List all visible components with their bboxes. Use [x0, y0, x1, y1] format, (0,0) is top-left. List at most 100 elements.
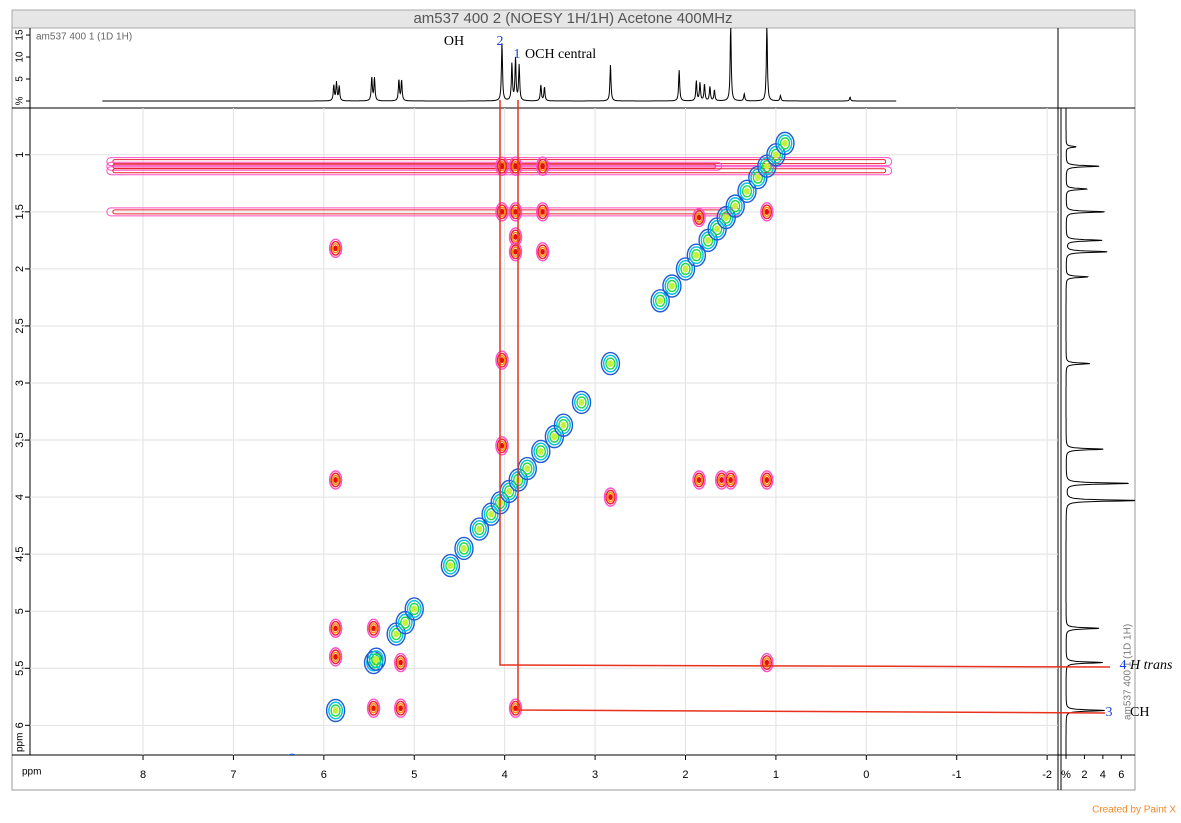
contour-level — [369, 703, 378, 714]
right-tick-label: % — [1061, 769, 1071, 781]
contour-level — [447, 562, 454, 570]
contour-level — [763, 657, 771, 668]
contour-level — [325, 698, 346, 723]
contour-level — [499, 442, 505, 449]
contour-level — [775, 131, 795, 156]
contour-level — [657, 297, 664, 305]
contour-level — [537, 158, 548, 174]
y-tick-label: 5,5 — [14, 661, 26, 676]
contour-level — [331, 243, 340, 254]
cross-peak — [662, 274, 682, 298]
contour-level — [400, 616, 411, 629]
cross-peak — [737, 179, 757, 203]
contour-level — [333, 625, 338, 632]
right-tick-label: 6 — [1118, 769, 1124, 781]
contour-level — [474, 522, 485, 536]
x-axis-label: ppm — [22, 767, 41, 778]
contour-level — [727, 197, 743, 216]
frame — [11, 9, 1136, 791]
contour-level — [666, 279, 678, 293]
contour-level — [469, 517, 490, 541]
contour-level — [330, 704, 341, 717]
contour-level — [330, 620, 341, 636]
annotation-label: H trans — [1129, 658, 1173, 673]
cross-peak — [366, 618, 381, 639]
contour-level — [535, 202, 550, 222]
contour-level — [741, 185, 753, 198]
cross-peak — [469, 517, 490, 541]
annotation-label: OH — [444, 34, 464, 49]
contour-level — [574, 393, 589, 412]
cross-peak — [571, 390, 592, 415]
contour-level — [763, 206, 771, 218]
contour-level — [725, 194, 745, 218]
contour-level — [537, 244, 548, 260]
cross-peak — [495, 350, 509, 370]
top-tick-label: 15 — [15, 29, 26, 41]
contour-level — [533, 442, 549, 461]
contour-level — [508, 227, 523, 247]
top-tick-label: 10 — [15, 51, 26, 63]
contour-level — [555, 416, 571, 435]
contour-level — [328, 470, 343, 490]
contour-level — [331, 651, 340, 663]
contour-level — [409, 602, 420, 616]
cross-peak — [535, 242, 550, 262]
contour-level — [519, 459, 535, 478]
cross-peak — [393, 698, 408, 718]
cross-peak — [724, 470, 738, 490]
contour-level — [739, 182, 755, 201]
cross-peak — [508, 202, 523, 222]
contour-level — [503, 485, 515, 498]
contour-level — [498, 160, 506, 172]
cross-peak — [495, 202, 509, 222]
contour-level — [764, 659, 770, 666]
contour-level — [763, 474, 771, 486]
contour-level — [524, 465, 531, 473]
cross-peak — [531, 439, 551, 464]
contour-level — [332, 707, 339, 714]
contour-level — [366, 647, 386, 671]
contour-level — [331, 623, 340, 634]
cross-peak — [287, 753, 297, 755]
annotation-number: 1 — [514, 47, 521, 62]
contour-level — [538, 206, 547, 218]
contour-level — [678, 259, 693, 278]
correlation-line — [517, 100, 1106, 714]
contour-level — [730, 199, 741, 213]
y-tick-label: 3,5 — [14, 432, 26, 447]
annotation-label: CH — [1130, 705, 1149, 720]
contour-level — [608, 494, 613, 501]
contour-level — [724, 470, 738, 490]
contour-level — [752, 171, 764, 184]
contour-level — [603, 487, 618, 507]
annotation-number: 2 — [497, 34, 504, 49]
contour-level — [686, 243, 707, 267]
contour-level — [328, 238, 343, 259]
y-tick-label: 4 — [14, 494, 26, 500]
contour-level — [371, 652, 382, 666]
contour-level — [576, 396, 587, 409]
contour-level — [328, 618, 343, 639]
contour-level — [549, 430, 560, 443]
contour-level — [328, 647, 343, 667]
cross-peak — [725, 194, 745, 218]
contour-level — [495, 202, 509, 222]
contour-level — [538, 246, 547, 257]
contour-level — [373, 655, 380, 663]
contour-level — [499, 163, 505, 170]
contour-level — [368, 656, 379, 669]
contour-level — [513, 248, 518, 255]
y-tick-label: 2 — [14, 266, 26, 272]
cross-peak — [675, 257, 696, 281]
contour-level — [691, 249, 702, 262]
y-tick-label: 5 — [14, 608, 26, 614]
contour-level — [445, 559, 456, 572]
x-tick-label: 6 — [321, 769, 327, 781]
contour-level — [540, 163, 545, 170]
contour-level — [732, 202, 739, 210]
contour-level — [744, 187, 750, 195]
cross-peak — [366, 647, 386, 671]
cross-peak — [440, 553, 461, 578]
